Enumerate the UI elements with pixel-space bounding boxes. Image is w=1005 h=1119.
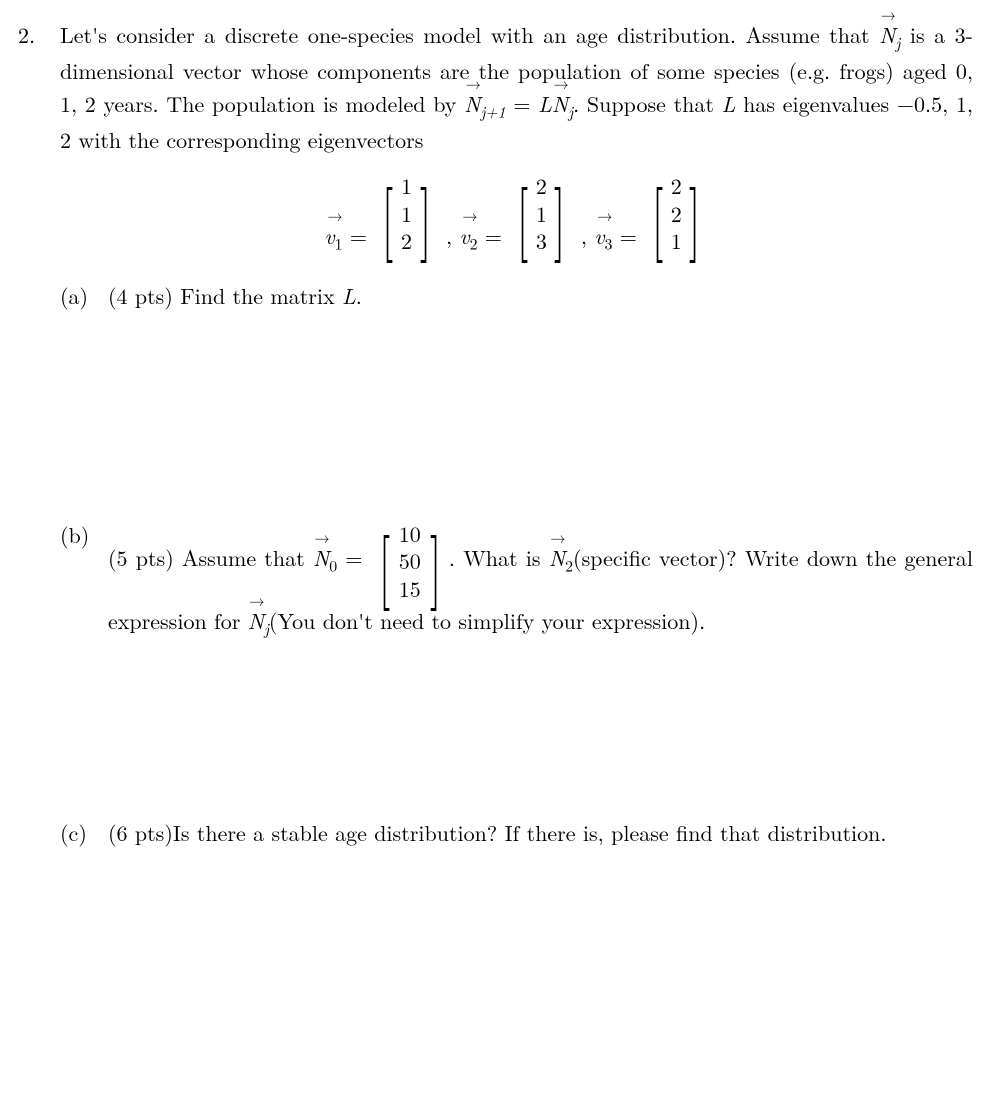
Nj-b-sub: j xyxy=(264,617,269,640)
vector-Nj-2: →Nj xyxy=(552,87,573,123)
part-b-text-1: (5 pts) Assume that xyxy=(108,542,313,573)
vector-N2: →N2 xyxy=(549,541,573,577)
bracket-right-icon: ] xyxy=(554,181,566,246)
N2-sub: 2 xyxy=(565,553,573,576)
v3-column: 221 xyxy=(668,170,684,257)
v1-sub: 1 xyxy=(335,232,343,255)
bracket-right-icon: ] xyxy=(689,181,701,246)
matrix-L: L xyxy=(538,88,552,119)
v1-entry-2: 2 xyxy=(400,227,414,255)
problem-body: Let's consider a discrete one-species mo… xyxy=(60,18,973,849)
v1-entry-0: 1 xyxy=(400,172,414,200)
v1-entry-1: 1 xyxy=(400,200,414,228)
part-a-L: L xyxy=(342,280,356,311)
part-b-eq: = xyxy=(337,542,371,573)
vector-N0: →N0 xyxy=(313,541,337,577)
vector-Njp1: →Nj+1 xyxy=(464,87,505,123)
part-b-text-4: (You don't need to simplify your express… xyxy=(269,605,705,636)
vector-Nj2-sub: j xyxy=(568,100,573,123)
v3-entry-1: 2 xyxy=(669,200,683,228)
v1-vector-matrix: [112] xyxy=(377,170,435,257)
vector-Nj: →Nj xyxy=(879,18,900,54)
part-c-text: (6 pts)Is there a stable age distributio… xyxy=(108,817,886,848)
intro-paragraph: Let's consider a discrete one-species mo… xyxy=(60,18,973,156)
vector-v1: →v1 xyxy=(325,219,343,255)
v2-vector-matrix: [213] xyxy=(512,170,570,257)
part-a-period: . xyxy=(356,280,362,311)
part-b-text-2: . What is xyxy=(449,542,549,573)
problem-2: 2. Let's consider a discrete one-species… xyxy=(18,18,973,849)
N0-vector-matrix: [105015] xyxy=(374,518,446,605)
v1-column: 112 xyxy=(399,170,415,257)
N0-entry-1: 50 xyxy=(396,547,424,575)
N0-entry-2: 15 xyxy=(396,575,424,603)
bracket-left-icon: [ xyxy=(652,181,664,246)
problem-number: 2. xyxy=(18,18,48,849)
bracket-right-icon: ] xyxy=(419,181,431,246)
vector-v3: →v3 xyxy=(594,219,612,255)
subpart-a-body: (4 pts) Find the matrix L. xyxy=(108,279,973,312)
eq-sign: = xyxy=(506,88,539,119)
intro-text-3: . Suppose that xyxy=(573,88,722,119)
comma-1: , xyxy=(439,220,460,251)
subpart-a-label: (a) xyxy=(60,279,96,312)
vector-v2: →v2 xyxy=(459,219,477,255)
vector-Njp1-sub: j+1 xyxy=(480,100,505,123)
vector-Nj-b: →Nj xyxy=(248,604,269,640)
v2-column: 213 xyxy=(533,170,549,257)
bracket-left-icon: [ xyxy=(517,181,529,246)
v2-entry-1: 1 xyxy=(534,200,548,228)
eigenvectors-display: →v1 = [112] , →v2 = [213] , →v3 = [221] xyxy=(60,170,973,257)
v2-sub: 2 xyxy=(470,232,478,255)
comma-2: , xyxy=(574,220,595,251)
subpart-c-body: (6 pts)Is there a stable age distributio… xyxy=(108,816,973,849)
N0-sub: 0 xyxy=(329,553,337,576)
spacer-a xyxy=(60,312,973,510)
eq: = xyxy=(343,220,375,251)
v3-entry-2: 1 xyxy=(669,227,683,255)
v2-entry-0: 2 xyxy=(534,172,548,200)
subpart-b-label: (b) xyxy=(60,518,96,641)
part-a-text: (4 pts) Find the matrix xyxy=(108,280,342,311)
matrix-L-2: L xyxy=(722,88,736,119)
subpart-c-label: (c) xyxy=(60,816,96,849)
v2-entry-2: 3 xyxy=(534,227,548,255)
spacer-b xyxy=(60,640,973,808)
intro-text-1: Let's consider a discrete one-species mo… xyxy=(60,19,879,50)
v3-entry-0: 2 xyxy=(669,172,683,200)
subpart-c: (c) (6 pts)Is there a stable age distrib… xyxy=(60,816,973,849)
bracket-right-icon: ] xyxy=(430,529,442,594)
v3-vector-matrix: [221] xyxy=(647,170,705,257)
subpart-b-body: (5 pts) Assume that →N0 = [105015]. What… xyxy=(108,518,973,641)
bracket-left-icon: [ xyxy=(378,529,390,594)
N0-entry-0: 10 xyxy=(396,520,424,548)
eq: = xyxy=(477,220,509,251)
subpart-b: (b) (5 pts) Assume that →N0 = [105015]. … xyxy=(60,518,973,641)
subpart-a: (a) (4 pts) Find the matrix L. xyxy=(60,279,973,312)
eq: = xyxy=(612,220,644,251)
v3-sub: 3 xyxy=(604,232,612,255)
N0-column: 105015 xyxy=(395,518,425,605)
bracket-left-icon: [ xyxy=(382,181,394,246)
vector-Nj-sub: j xyxy=(895,30,900,53)
